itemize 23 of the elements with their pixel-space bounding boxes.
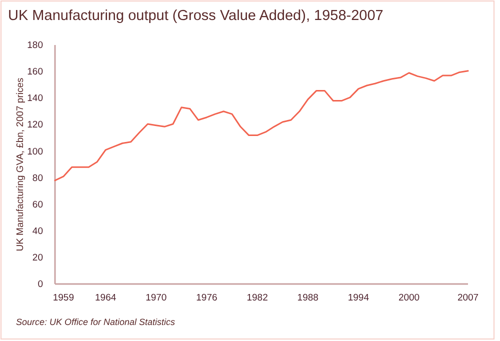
line-series: [54, 70, 469, 182]
y-tick-label: 60: [32, 199, 43, 210]
x-tick-label: 1976: [196, 292, 218, 304]
y-tick-label: 140: [27, 93, 43, 104]
x-tick-label: 1970: [146, 292, 167, 304]
source-note: Source: UK Office for National Statistics: [16, 317, 176, 327]
y-tick-label: 80: [32, 172, 43, 184]
y-tick-label: 160: [27, 66, 43, 78]
y-tick-label: 40: [32, 226, 43, 237]
x-tick-label: 1982: [246, 292, 268, 304]
y-tick-label: 20: [32, 252, 43, 264]
y-tick-label: 120: [27, 120, 43, 131]
chart-title: UK Manufacturing output (Gross Value Added), 1958-2007: [8, 8, 384, 24]
x-tick-label: 1988: [297, 292, 318, 304]
x-tick-label: 1959: [52, 292, 74, 304]
y-tick-label: 180: [27, 40, 43, 52]
x-tick-label: 2000: [398, 292, 420, 304]
y-axis-title: UK Manufacturing GVA, £bn, 2007 prices: [15, 77, 26, 252]
x-tick-label: 2007: [457, 292, 479, 304]
y-tick-label: 100: [27, 146, 43, 158]
x-tick-label: 1994: [348, 292, 369, 304]
y-tick-label: 0: [38, 279, 43, 290]
x-tick-label: 1964: [95, 292, 116, 304]
